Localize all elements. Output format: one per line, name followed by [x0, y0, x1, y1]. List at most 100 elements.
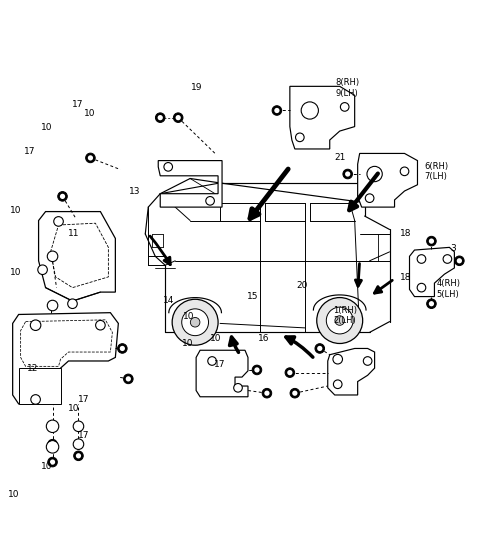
Polygon shape	[328, 348, 374, 395]
Polygon shape	[158, 160, 222, 207]
Text: 11: 11	[68, 230, 79, 239]
Text: 6(RH)
7(LH): 6(RH) 7(LH)	[424, 162, 448, 181]
Circle shape	[287, 370, 292, 375]
Circle shape	[208, 357, 216, 365]
Polygon shape	[19, 368, 60, 404]
Text: 17: 17	[78, 431, 90, 440]
Circle shape	[30, 320, 41, 331]
Circle shape	[292, 391, 298, 396]
Circle shape	[206, 196, 215, 205]
Circle shape	[96, 320, 105, 330]
Circle shape	[156, 113, 165, 123]
Circle shape	[272, 106, 282, 115]
Circle shape	[367, 166, 382, 182]
Circle shape	[315, 343, 324, 353]
Circle shape	[182, 309, 208, 335]
Circle shape	[50, 460, 55, 465]
Circle shape	[48, 439, 57, 449]
Polygon shape	[196, 350, 248, 397]
Circle shape	[47, 251, 58, 262]
Text: 8(RH)
9(LH): 8(RH) 9(LH)	[336, 78, 360, 98]
Circle shape	[345, 171, 350, 177]
Circle shape	[47, 420, 59, 432]
Circle shape	[73, 439, 84, 449]
Circle shape	[118, 343, 127, 353]
Polygon shape	[12, 312, 119, 404]
Circle shape	[157, 115, 163, 120]
Text: 12: 12	[27, 363, 38, 372]
Circle shape	[429, 239, 434, 244]
Text: 4(RH)
5(LH): 4(RH) 5(LH)	[436, 279, 460, 299]
Polygon shape	[409, 247, 455, 296]
Circle shape	[88, 155, 93, 160]
Text: 17: 17	[78, 395, 90, 403]
Text: 10: 10	[68, 404, 79, 413]
Text: 17: 17	[214, 360, 225, 369]
Circle shape	[73, 421, 84, 432]
Circle shape	[296, 133, 304, 142]
Circle shape	[427, 299, 436, 309]
Circle shape	[38, 265, 48, 274]
Polygon shape	[38, 211, 115, 301]
Circle shape	[429, 301, 434, 307]
Circle shape	[120, 346, 125, 351]
Circle shape	[417, 255, 426, 263]
Circle shape	[262, 388, 272, 398]
Circle shape	[343, 169, 352, 179]
Circle shape	[334, 380, 342, 388]
Text: 21: 21	[335, 153, 346, 162]
Circle shape	[85, 153, 95, 163]
Circle shape	[254, 368, 260, 372]
Text: 17: 17	[72, 100, 83, 109]
Circle shape	[68, 299, 77, 309]
Text: 10: 10	[84, 109, 96, 118]
Text: 10: 10	[41, 462, 53, 471]
Text: 14: 14	[163, 295, 175, 304]
Circle shape	[365, 194, 374, 202]
Polygon shape	[358, 154, 418, 207]
Polygon shape	[50, 223, 108, 288]
Circle shape	[326, 307, 353, 334]
Text: 19: 19	[191, 83, 203, 92]
Circle shape	[173, 113, 183, 123]
Text: 10: 10	[181, 339, 193, 348]
Circle shape	[164, 163, 172, 171]
Text: 10: 10	[182, 312, 194, 321]
Text: 20: 20	[297, 281, 308, 290]
Circle shape	[47, 300, 58, 311]
Circle shape	[48, 422, 57, 431]
Circle shape	[76, 453, 81, 458]
Text: 1(RH)
2(LH): 1(RH) 2(LH)	[333, 305, 357, 325]
Circle shape	[74, 451, 83, 461]
Circle shape	[47, 441, 59, 453]
Polygon shape	[21, 320, 112, 366]
Circle shape	[274, 108, 279, 113]
Circle shape	[417, 284, 426, 292]
Circle shape	[54, 217, 63, 226]
Circle shape	[443, 255, 452, 263]
Circle shape	[31, 395, 40, 404]
Circle shape	[172, 299, 218, 345]
Circle shape	[317, 346, 323, 351]
Circle shape	[301, 102, 318, 119]
Circle shape	[123, 374, 133, 384]
Text: 13: 13	[129, 187, 141, 196]
Circle shape	[400, 167, 409, 175]
Text: 10: 10	[10, 268, 22, 277]
Circle shape	[48, 457, 57, 467]
Text: 10: 10	[210, 334, 222, 343]
Circle shape	[50, 424, 55, 429]
Circle shape	[176, 115, 181, 120]
Text: 10: 10	[8, 491, 20, 499]
Circle shape	[234, 384, 242, 392]
Circle shape	[191, 317, 200, 327]
Text: 18: 18	[400, 272, 412, 281]
Circle shape	[126, 376, 131, 381]
Circle shape	[335, 316, 345, 325]
Circle shape	[333, 354, 343, 364]
Circle shape	[60, 194, 65, 199]
Text: 3: 3	[451, 244, 456, 253]
Circle shape	[363, 357, 372, 365]
Text: 10: 10	[10, 205, 22, 215]
Circle shape	[58, 192, 67, 201]
